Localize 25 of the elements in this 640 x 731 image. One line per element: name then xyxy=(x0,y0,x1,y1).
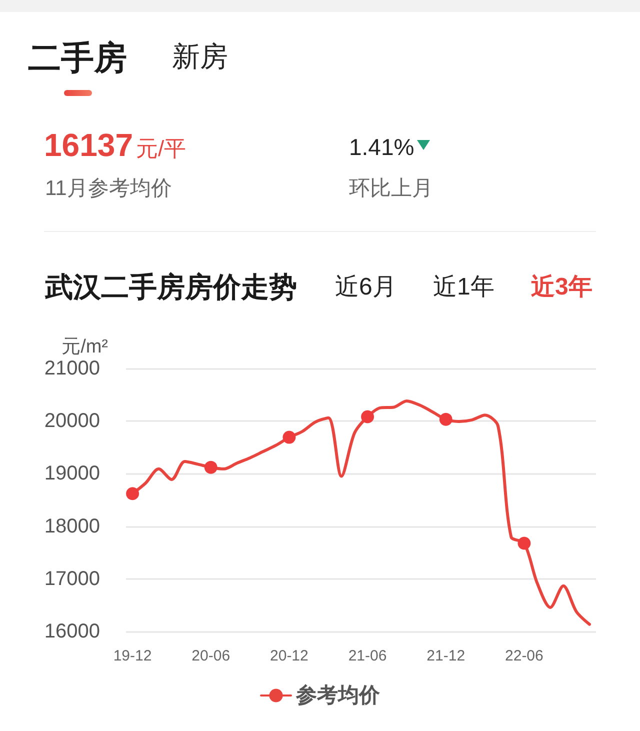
legend-label: 参考均价 xyxy=(295,683,381,707)
text: 二手房 xyxy=(28,38,127,78)
y-tick-label: 20000 xyxy=(44,410,100,432)
y-tick-label: 21000 xyxy=(44,357,100,380)
chart-title: 武汉二手房房价走势 xyxy=(44,272,297,302)
text: 16137 xyxy=(44,126,133,165)
text: 元/平 xyxy=(136,134,186,162)
text: 近6月 xyxy=(335,274,396,300)
y-tick-label: 18000 xyxy=(44,515,100,538)
text: 11月参考均价 xyxy=(45,176,172,202)
text: 近1年 xyxy=(433,274,494,300)
x-tick-label: 22-06 xyxy=(505,648,544,665)
x-tick-label: 21-06 xyxy=(348,648,387,665)
text: 新房 xyxy=(172,40,228,74)
y-tick-label: 16000 xyxy=(44,620,100,643)
y-tick-label: 19000 xyxy=(44,462,100,485)
text: 1.41% xyxy=(349,133,414,162)
x-tick-label: 19-12 xyxy=(113,648,152,665)
x-tick-label: 20-12 xyxy=(270,648,308,665)
x-tick-label: 20-06 xyxy=(192,648,230,665)
text: 环比上月 xyxy=(349,176,433,202)
y-tick-label: 17000 xyxy=(44,568,100,590)
y-axis-title: 元/m² xyxy=(62,336,108,358)
x-tick-label: 21-12 xyxy=(426,648,466,665)
text: 近3年 xyxy=(531,274,592,300)
